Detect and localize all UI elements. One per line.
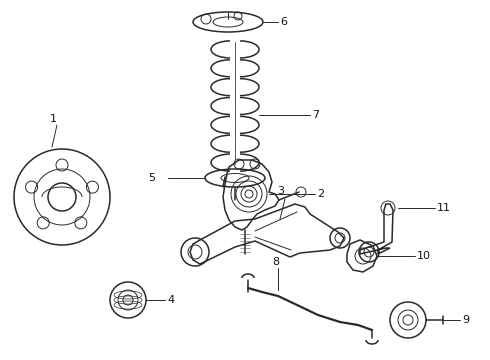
Text: 4: 4 (167, 295, 174, 305)
Text: 3: 3 (277, 186, 284, 196)
Text: 11: 11 (437, 203, 451, 213)
Text: 8: 8 (272, 257, 279, 267)
Text: 6: 6 (280, 17, 287, 27)
Text: 1: 1 (50, 114, 57, 124)
Text: 7: 7 (312, 111, 319, 121)
Text: 10: 10 (417, 251, 431, 261)
Text: 2: 2 (317, 189, 324, 199)
Text: 9: 9 (462, 315, 469, 325)
Text: 5: 5 (148, 173, 155, 183)
